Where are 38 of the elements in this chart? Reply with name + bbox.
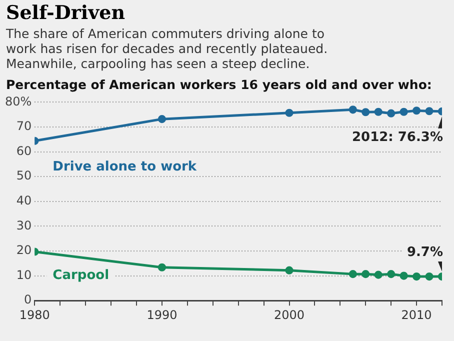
x-tick-label: 1980 [19, 308, 50, 322]
y-tick-label: 60 [16, 144, 32, 158]
point [285, 108, 294, 117]
point [362, 108, 370, 116]
chart-subtitle: The share of American commuters driving alone to work has risen for decades and recently plateaued. Meanwhile, carpooling has seen a steep decline. [5, 25, 329, 71]
point [387, 270, 396, 278]
chart-title: Self-Driven [5, 1, 126, 24]
y-axis-title: Percentage of American workers 16 years old and over who: [5, 76, 433, 92]
point [387, 109, 396, 118]
annotation: 9.7% [406, 244, 443, 260]
point [400, 108, 408, 116]
y-tick-label: 40 [16, 194, 32, 208]
point [158, 263, 166, 272]
point [348, 106, 357, 114]
point [362, 270, 370, 278]
point [285, 266, 294, 274]
y-tick-label: 50 [16, 168, 32, 183]
x-tick-label: 1990 [146, 308, 178, 322]
y-tick-label: 80% [5, 94, 32, 108]
point [374, 270, 382, 279]
y-tick-label: 10 [16, 268, 32, 282]
point [348, 270, 357, 278]
point [425, 107, 434, 116]
x-tick-label: 2000 [274, 308, 305, 322]
y-tick-label: 30 [16, 218, 32, 232]
point [374, 108, 382, 116]
x-tick-label: 2010 [401, 308, 432, 322]
series-label: Drive alone to work [52, 159, 197, 174]
y-tick-label: 70 [16, 119, 32, 134]
series-label: Carpool [52, 268, 110, 284]
point [412, 272, 421, 281]
point [412, 106, 421, 115]
annotation: 2012: 76.3% [352, 130, 443, 145]
point [400, 272, 408, 280]
y-tick-label: 0 [24, 292, 32, 307]
point [158, 115, 166, 124]
y-tick-label: 20 [16, 243, 32, 258]
point [425, 272, 434, 281]
